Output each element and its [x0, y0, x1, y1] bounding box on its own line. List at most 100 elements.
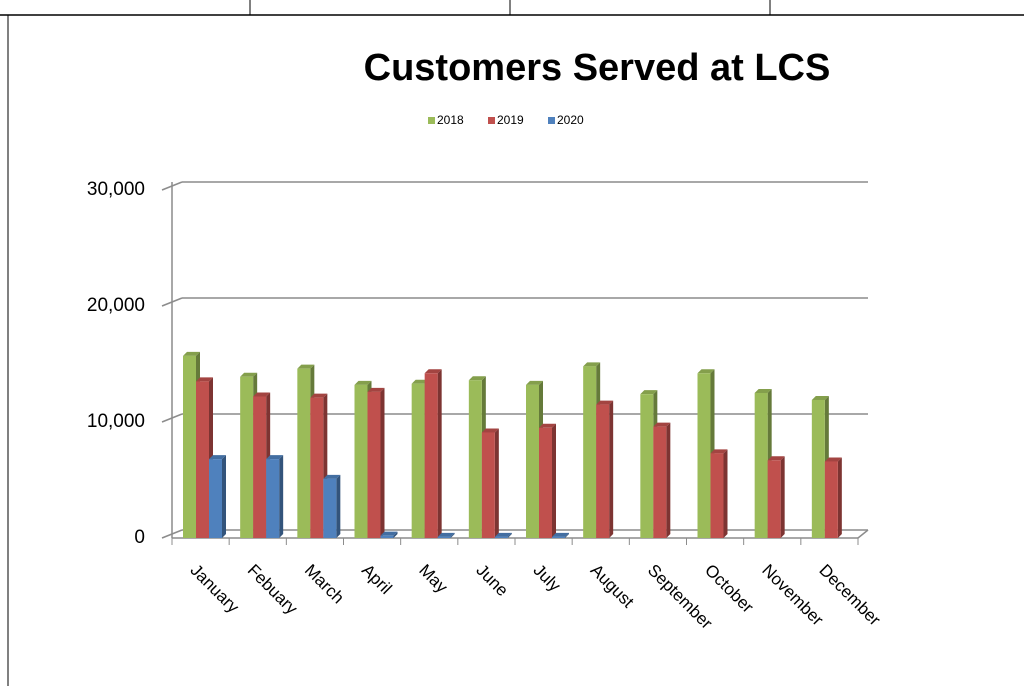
bar-top	[481, 428, 499, 433]
bar	[253, 396, 267, 538]
bar-side	[565, 532, 569, 538]
bar	[437, 536, 451, 538]
bar	[183, 355, 196, 538]
bar-top	[380, 531, 398, 536]
grid-depth	[161, 529, 183, 539]
bar	[653, 426, 667, 538]
bar-top	[424, 369, 442, 374]
legend-label: 2019	[497, 113, 524, 127]
bar	[367, 391, 381, 538]
x-axis-depth	[857, 529, 869, 539]
legend-label: 2018	[437, 113, 464, 127]
bar-top	[767, 456, 785, 461]
bar	[583, 366, 597, 538]
bar	[767, 460, 781, 538]
bar-top	[811, 395, 829, 400]
bar-top	[539, 423, 556, 428]
bar-side	[552, 423, 556, 538]
bar	[596, 404, 610, 538]
grid-depth	[161, 413, 183, 423]
y-tick-label: 30,000	[87, 179, 145, 200]
bar-top	[323, 474, 341, 479]
bar	[380, 535, 394, 538]
bar-side	[437, 369, 442, 538]
x-tick-label: October	[701, 561, 757, 617]
bar-side	[494, 428, 499, 538]
bar	[196, 381, 209, 538]
x-tick-label: July	[530, 561, 565, 596]
x-tick-label: November	[758, 561, 827, 630]
bar	[824, 461, 838, 538]
bar-top	[310, 393, 328, 398]
legend-label: 2020	[557, 113, 584, 127]
bar-top	[183, 351, 200, 356]
bar-top	[583, 362, 601, 367]
bar	[710, 453, 724, 538]
bar-side	[609, 400, 614, 538]
x-tick-label: Febuary	[244, 561, 302, 619]
bar-side	[450, 532, 455, 538]
chart-title: Customers Served at LCS	[364, 47, 831, 89]
bar-side	[279, 455, 284, 538]
bar	[539, 427, 552, 538]
bar-top	[640, 390, 658, 395]
bar-top	[367, 387, 385, 392]
bar	[468, 380, 482, 538]
x-tick-label: May	[415, 561, 451, 597]
y-tick-label: 0	[134, 527, 145, 548]
bar-side	[393, 531, 398, 538]
grid-depth	[161, 181, 183, 191]
x-tick-label: April	[358, 561, 395, 598]
x-tick-label: January	[187, 561, 244, 618]
bar-top	[596, 400, 614, 405]
bar-top	[411, 379, 429, 384]
bar-top	[552, 532, 569, 537]
bar	[297, 368, 311, 538]
bar	[209, 459, 222, 538]
bar	[494, 536, 508, 538]
bar-top	[437, 532, 455, 537]
bar	[640, 394, 654, 538]
bar	[481, 432, 495, 538]
bar-side	[222, 455, 226, 538]
bar-top	[697, 369, 715, 374]
bar	[811, 399, 825, 538]
legend-swatch	[428, 117, 435, 124]
x-tick-label: March	[301, 561, 348, 608]
bar-top	[494, 532, 512, 537]
y-tick-label: 10,000	[87, 411, 145, 432]
y-tick-label: 20,000	[87, 295, 145, 316]
legend-swatch	[488, 117, 495, 124]
bar-top	[196, 377, 213, 382]
bar-top	[209, 455, 226, 460]
bar-top	[240, 372, 258, 377]
bar-top	[653, 422, 671, 427]
bar	[266, 459, 280, 538]
bar-top	[754, 389, 772, 393]
x-tick-label: August	[587, 561, 638, 612]
bar-side	[336, 474, 341, 538]
bar	[310, 397, 324, 538]
bar-top	[710, 449, 728, 454]
bar-side	[723, 449, 728, 538]
bar	[354, 384, 368, 538]
x-tick-label: December	[815, 561, 884, 630]
bar-side	[380, 387, 385, 538]
bar	[697, 373, 711, 538]
bar-top	[297, 364, 315, 369]
grid-depth	[161, 297, 183, 307]
bar-top	[354, 380, 372, 385]
bar-side	[507, 532, 512, 538]
bar	[240, 376, 254, 538]
bar	[323, 478, 337, 538]
bar-top	[253, 392, 271, 397]
bar-top	[468, 376, 486, 381]
x-tick-label: June	[472, 561, 512, 601]
bar-side	[837, 457, 842, 538]
bar-side	[666, 422, 671, 538]
bar	[411, 383, 425, 538]
bar	[526, 384, 539, 538]
bar-top	[526, 380, 543, 385]
